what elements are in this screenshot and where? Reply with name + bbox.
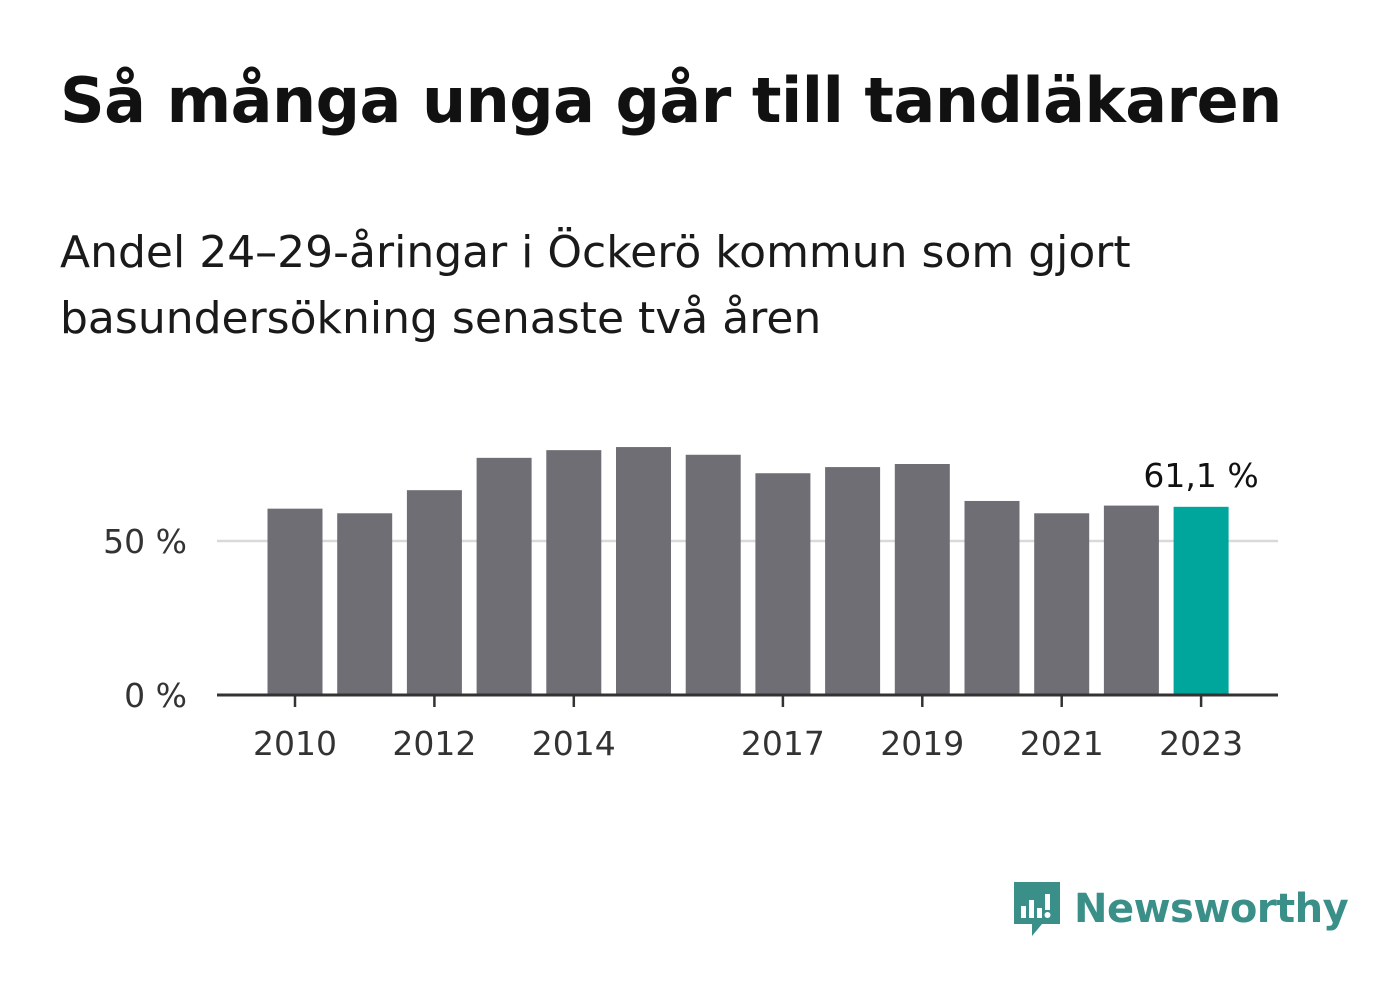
bar-2023 — [1173, 506, 1229, 695]
bar-2010 — [267, 508, 323, 695]
chart-subtitle: Andel 24–29-åringar i Öckerö kommun som … — [60, 227, 1131, 344]
x-tick-label: 2019 — [880, 724, 964, 763]
bar-2015 — [616, 447, 671, 695]
x-tick-label: 2014 — [532, 724, 616, 763]
bar-2018 — [825, 467, 881, 695]
bar-2012 — [406, 490, 462, 695]
bar-2020 — [964, 500, 1020, 695]
bar-2011 — [337, 513, 393, 695]
newsworthy-logo-icon — [1014, 882, 1060, 936]
bar-2021 — [1034, 513, 1090, 695]
newsworthy-logo-text: Newsworthy — [1074, 886, 1349, 932]
newsworthy-logo: Newsworthy — [1010, 878, 1349, 940]
x-tick-label: 2010 — [253, 724, 337, 763]
x-tick-label: 2012 — [392, 724, 476, 763]
bar-2017 — [755, 473, 811, 695]
bar-2019 — [894, 464, 950, 695]
y-tick-label: 0 % — [124, 676, 187, 715]
bar-2016 — [685, 454, 741, 695]
y-tick-label: 50 % — [103, 522, 187, 561]
bar-2014 — [546, 450, 602, 695]
x-tick-label: 2017 — [741, 724, 825, 763]
highlight-value-label: 61,1 % — [1143, 456, 1258, 495]
chart-title: Så många unga går till tandläkaren — [60, 64, 1282, 137]
x-tick-label: 2021 — [1020, 724, 1104, 763]
bar-2022 — [1103, 505, 1159, 695]
x-tick-label: 2023 — [1159, 724, 1243, 763]
bar-2013 — [476, 457, 532, 695]
